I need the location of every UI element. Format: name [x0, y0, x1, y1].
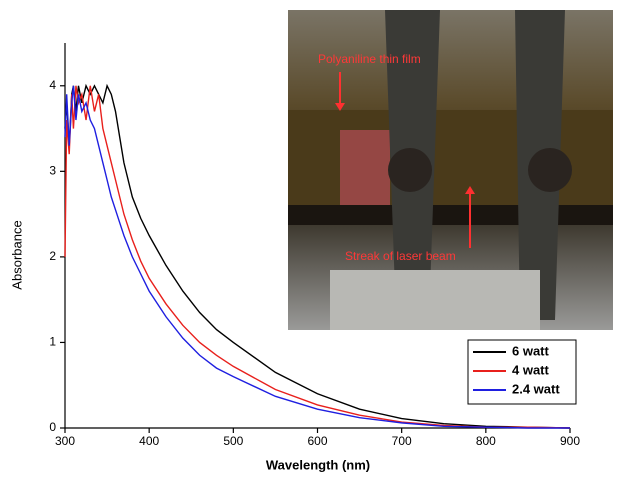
x-axis-label: Wavelength (nm): [266, 457, 370, 472]
arrowhead: [465, 186, 475, 194]
legend-label: 2.4 watt: [512, 381, 560, 396]
y-tick-label: 4: [49, 78, 56, 92]
x-tick-label: 300: [55, 434, 75, 448]
data-line: [64, 85, 571, 429]
base: [330, 270, 540, 330]
glow: [340, 130, 390, 205]
arrowhead: [335, 103, 345, 111]
knob-left: [388, 148, 432, 192]
x-tick-label: 500: [223, 434, 243, 448]
legend-label: 6 watt: [512, 343, 550, 358]
inset-photo: Polyaniline thin film Streak of laser be…: [288, 10, 613, 330]
x-tick-label: 600: [307, 434, 327, 448]
legend-label: 4 watt: [512, 362, 550, 377]
y-tick-label: 2: [49, 249, 56, 263]
x-tick-label: 900: [560, 434, 580, 448]
data-line: [64, 85, 570, 429]
y-axis-label: Absorbance: [9, 220, 24, 289]
y-tick-label: 0: [49, 420, 56, 434]
knob-right: [528, 148, 572, 192]
x-tick-label: 800: [476, 434, 496, 448]
y-tick-label: 1: [49, 335, 56, 349]
annotation: Polyaniline thin film: [318, 52, 421, 66]
y-tick-label: 3: [49, 164, 56, 178]
annotation: Streak of laser beam: [345, 249, 456, 263]
x-tick-label: 400: [139, 434, 159, 448]
x-tick-label: 700: [392, 434, 412, 448]
stage: [288, 205, 613, 225]
